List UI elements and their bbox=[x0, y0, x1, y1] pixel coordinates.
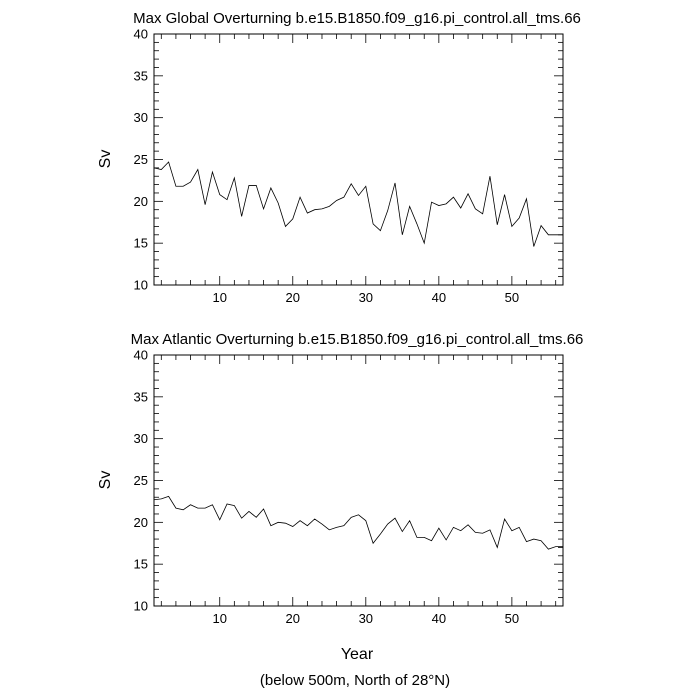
atlantic-y-tick-label: 25 bbox=[134, 473, 148, 488]
global-overturning-panel: Max Global Overturning b.e15.B1850.f09_g… bbox=[97, 10, 581, 305]
global-y-tick-label: 15 bbox=[134, 236, 148, 251]
atlantic-y-tick-label: 20 bbox=[134, 515, 148, 530]
atlantic-x-tick-label: 10 bbox=[212, 611, 226, 626]
atlantic-y-tick-label: 35 bbox=[134, 389, 148, 404]
global-x-tick-label: 30 bbox=[359, 290, 373, 305]
atlantic-y-axis-label: Sv bbox=[97, 471, 114, 490]
global-chart-title: Max Global Overturning b.e15.B1850.f09_g… bbox=[133, 10, 581, 27]
global-x-tick-label: 40 bbox=[432, 290, 446, 305]
atlantic-x-tick-label: 40 bbox=[432, 611, 446, 626]
atlantic-y-tick-label: 15 bbox=[134, 557, 148, 572]
atlantic-ticks: 10 15 20 25 30 35 40 10 20 30 40 50 bbox=[134, 348, 563, 626]
x-axis-label: Year bbox=[341, 646, 374, 663]
global-plot-frame bbox=[153, 33, 564, 286]
atlantic-x-tick-label: 30 bbox=[359, 611, 373, 626]
atlantic-y-tick-label: 40 bbox=[134, 348, 148, 363]
global-overturning-series-line bbox=[153, 161, 563, 247]
global-y-tick-label: 25 bbox=[134, 152, 148, 167]
global-y-tick-label: 10 bbox=[134, 278, 148, 293]
global-y-tick-label: 20 bbox=[134, 194, 148, 209]
atlantic-x-tick-label: 20 bbox=[286, 611, 300, 626]
global-x-tick-label: 10 bbox=[212, 290, 226, 305]
global-y-tick-label: 35 bbox=[134, 68, 148, 83]
global-y-tick-label: 30 bbox=[134, 110, 148, 125]
atlantic-overturning-panel: Max Atlantic Overturning b.e15.B1850.f09… bbox=[97, 331, 583, 663]
footnote: (below 500m, North of 28°N) bbox=[260, 672, 450, 689]
global-x-tick-label: 50 bbox=[505, 290, 519, 305]
global-y-axis-label: Sv bbox=[97, 150, 114, 169]
atlantic-overturning-series-line bbox=[153, 495, 563, 550]
atlantic-plot-frame bbox=[153, 354, 564, 607]
atlantic-y-tick-label: 10 bbox=[134, 599, 148, 614]
atlantic-chart-title: Max Atlantic Overturning b.e15.B1850.f09… bbox=[131, 331, 584, 348]
global-ticks: 10 15 20 25 30 35 40 10 20 30 40 50 bbox=[134, 27, 563, 305]
global-x-tick-label: 20 bbox=[286, 290, 300, 305]
global-y-tick-label: 40 bbox=[134, 27, 148, 42]
atlantic-y-tick-label: 30 bbox=[134, 431, 148, 446]
atlantic-x-tick-label: 50 bbox=[505, 611, 519, 626]
